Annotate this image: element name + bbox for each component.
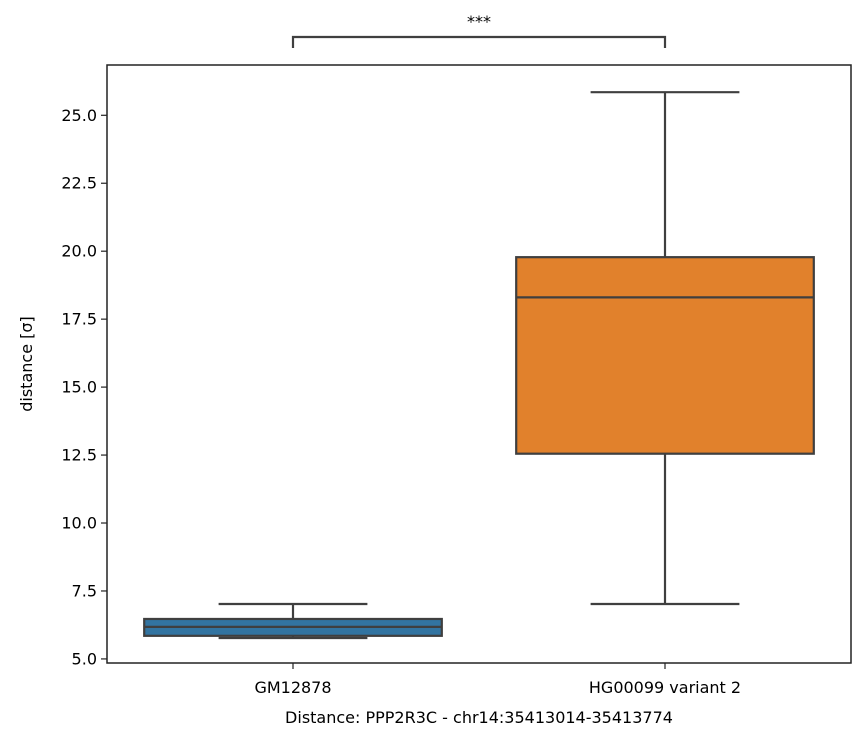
box-iqr <box>515 256 815 455</box>
box-hg00099-variant-2 <box>515 91 815 606</box>
x-tick-label: HG00099 variant 2 <box>589 678 741 697</box>
significance-label: *** <box>467 12 491 31</box>
x-axis-label: Distance: PPP2R3C - chr14:35413014-35413… <box>285 708 673 727</box>
x-axis-ticks: GM12878 HG00099 variant 2 <box>254 663 741 697</box>
y-tick-label: 15.0 <box>61 378 97 397</box>
boxes <box>143 91 815 640</box>
box-gm12878 <box>143 602 443 640</box>
y-axis-label: distance [σ] <box>17 316 36 412</box>
y-tick-label: 25.0 <box>61 106 97 125</box>
significance-annotation: *** <box>291 12 667 48</box>
y-tick-label: 12.5 <box>61 446 97 465</box>
y-tick-label: 22.5 <box>61 174 97 193</box>
y-tick-label: 10.0 <box>61 514 97 533</box>
significance-bracket <box>291 35 667 48</box>
x-tick-label: GM12878 <box>254 678 331 697</box>
y-tick-label: 17.5 <box>61 310 97 329</box>
y-axis-ticks: 5.0 7.5 10.0 12.5 15.0 17.5 20.0 22.5 25.0 <box>61 106 107 668</box>
y-tick-label: 7.5 <box>72 581 97 600</box>
y-tick-label: 20.0 <box>61 242 97 261</box>
y-tick-label: 5.0 <box>72 649 97 668</box>
